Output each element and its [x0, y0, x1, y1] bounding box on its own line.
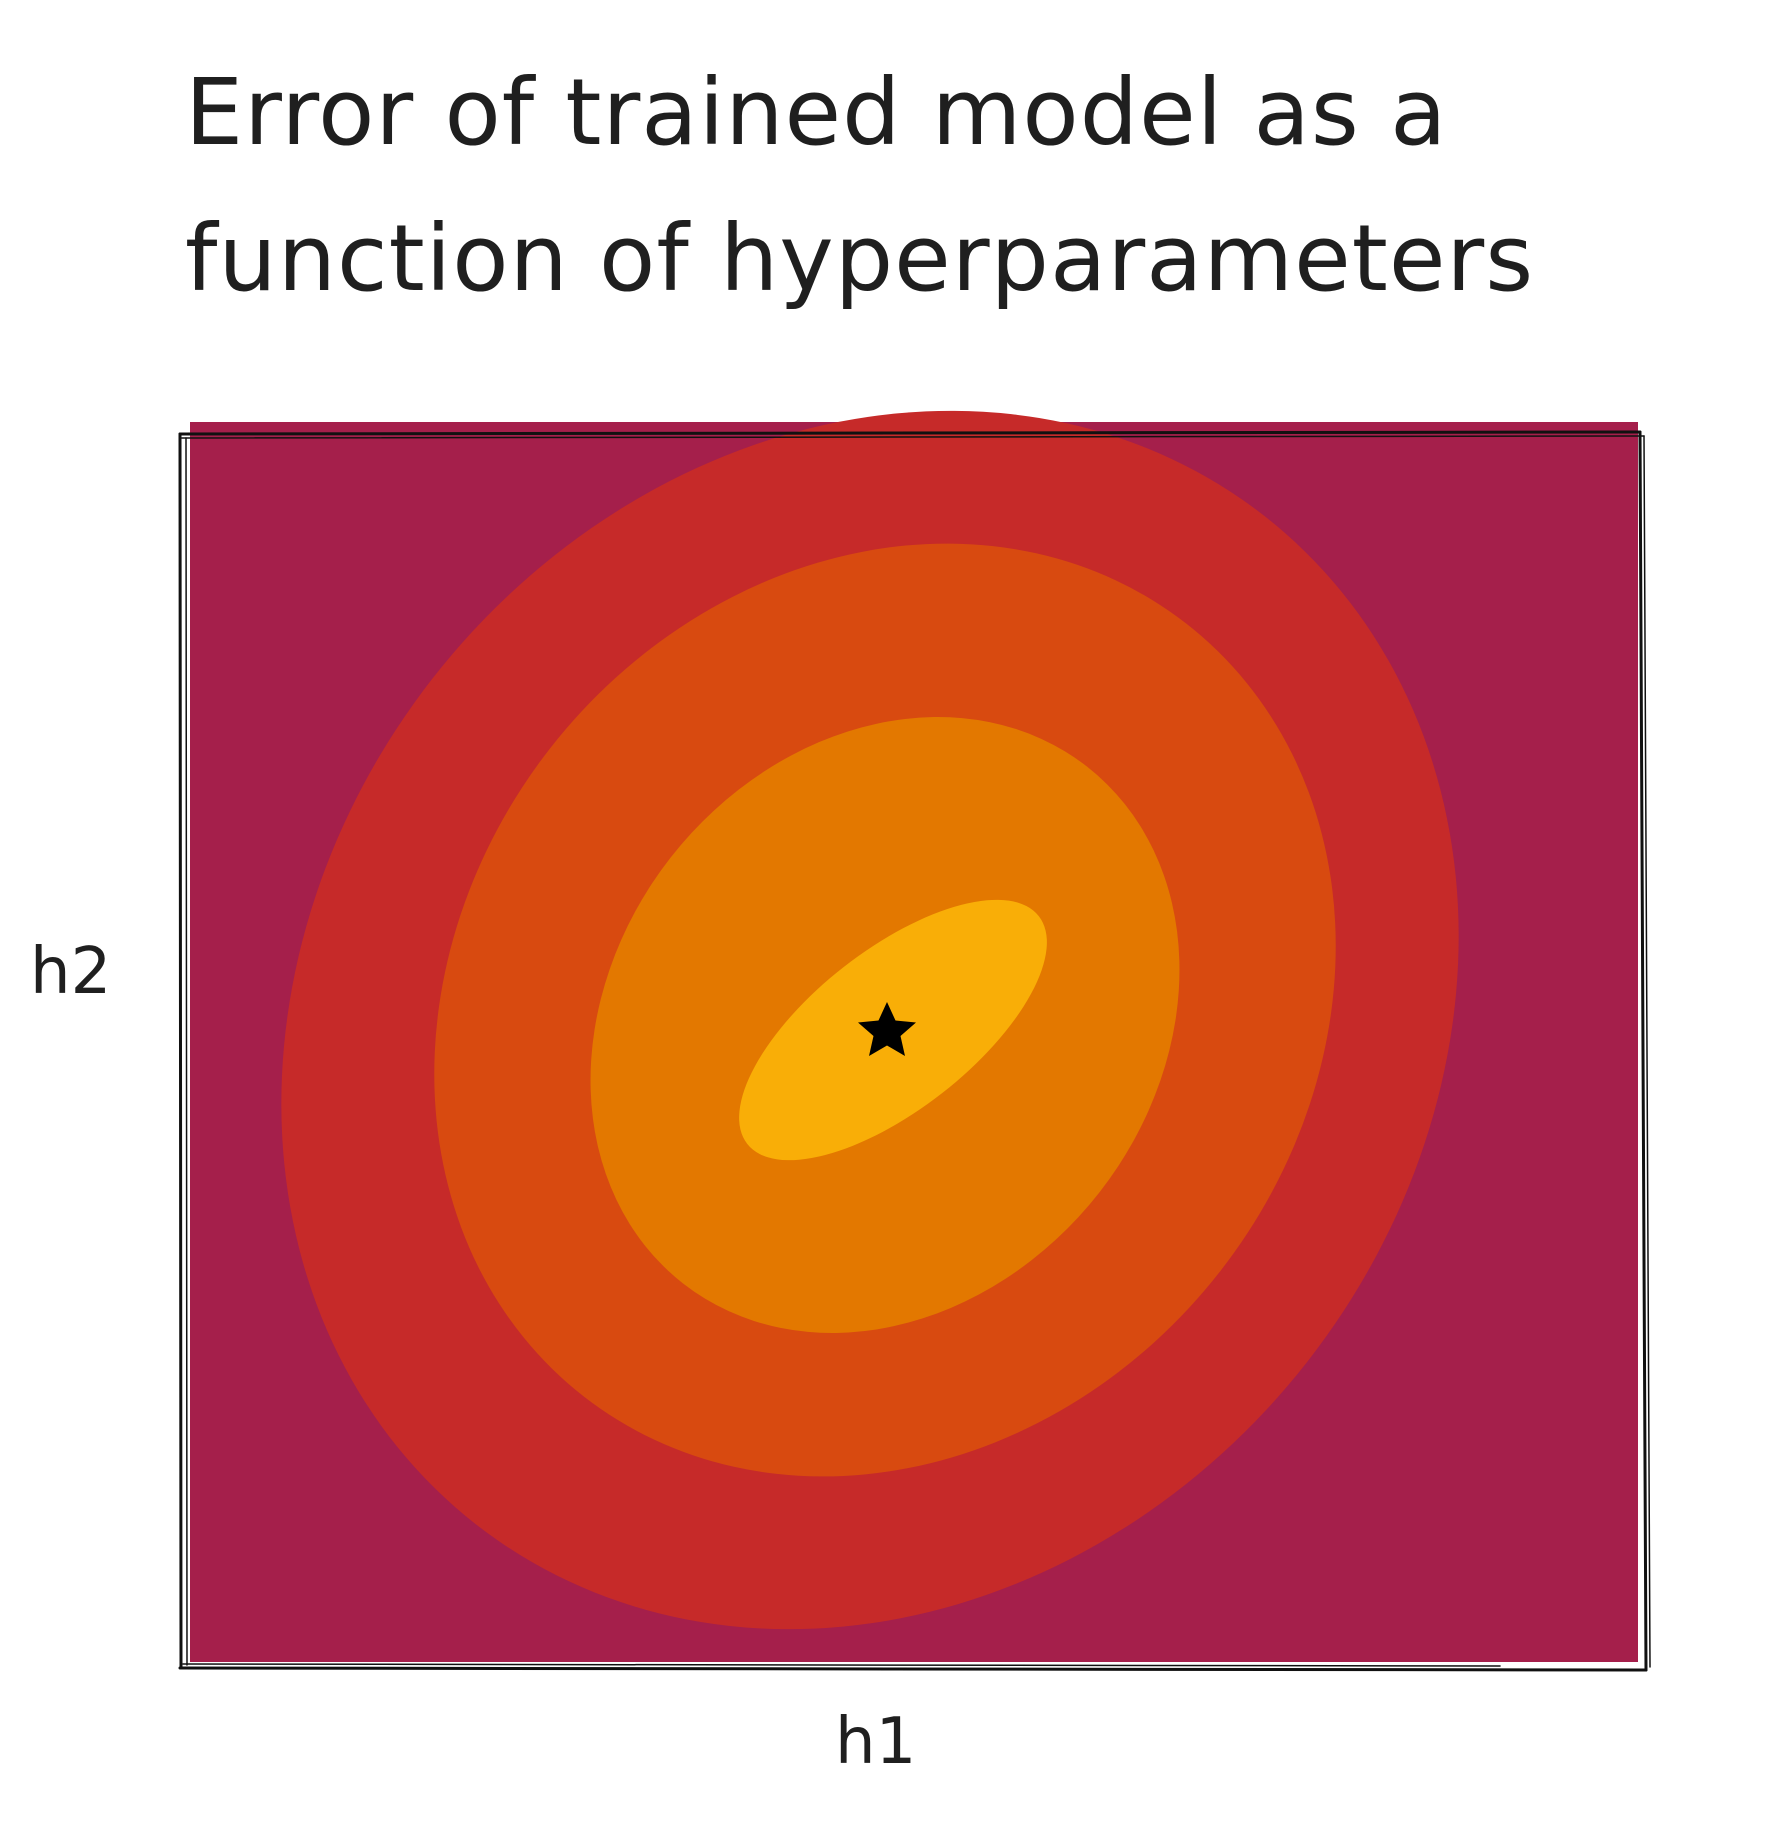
star-icon	[858, 1002, 916, 1056]
y-axis-label: h2	[30, 935, 112, 1009]
title-line-1: Error of trained model as a	[185, 59, 1448, 166]
x-axis-label: h1	[835, 1705, 917, 1779]
title-line-2: function of hyperparameters	[185, 205, 1535, 312]
plot-frame	[178, 430, 1651, 1672]
diagram-title: Error of trained model as a function of …	[185, 40, 1745, 332]
